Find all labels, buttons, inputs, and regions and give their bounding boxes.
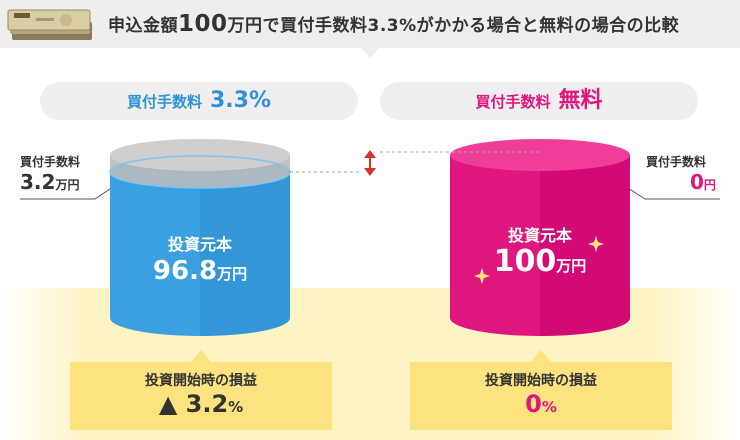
right-fee-value-group: 0円: [690, 170, 716, 194]
banknotes-icon: [7, 9, 92, 40]
right-fee-value: 0: [690, 170, 704, 194]
right-principal-label: 投資元本: [507, 226, 572, 245]
left-principal-label: 投資元本: [167, 235, 232, 254]
header-bar: [0, 0, 740, 48]
left-result-unit: %: [228, 398, 244, 416]
left-result-title: 投資開始時の損益: [145, 373, 257, 389]
sparkle-icon: [474, 236, 604, 284]
right-pill-label: 買付手数料: [475, 93, 551, 111]
left-result-value-group: ▲ 3.2%: [70, 390, 332, 418]
left-principal-unit: 万円: [217, 265, 248, 283]
right-pill-value: 無料: [558, 88, 603, 113]
left-fee-value-group: 3.2万円: [20, 170, 79, 194]
right-principal-value-group: 100万円: [450, 244, 630, 279]
left-result-pointer: [191, 350, 211, 362]
right-column-header: 買付手数料 無料: [380, 82, 698, 120]
difference-arrow-icon: [364, 150, 376, 176]
right-result-title: 投資開始時の損益: [485, 373, 597, 389]
left-cylinder: [109, 139, 291, 336]
header-title: 申込金額100万円で買付手数料3.3%がかかる場合と無料の場合の比較: [108, 6, 679, 42]
left-result-value: ▲ 3.2: [158, 390, 229, 418]
header-title-amount: 100: [178, 11, 228, 37]
left-pill-value: 3.3%: [210, 88, 272, 113]
left-principal-value: 96.8: [152, 256, 218, 286]
header-title-part1: 申込金額: [108, 16, 178, 36]
right-fee-title: 買付手数料: [646, 155, 707, 169]
left-principal-value-group: 96.8万円: [110, 256, 290, 286]
left-result-box: 投資開始時の損益 ▲ 3.2%: [70, 362, 332, 430]
left-fee-title: 買付手数料: [20, 155, 81, 169]
right-result-value: 0: [525, 390, 542, 418]
left-fee-value: 3.2: [20, 170, 56, 194]
right-result-unit: %: [541, 398, 557, 416]
right-result-box: 投資開始時の損益 0%: [410, 362, 672, 430]
right-cylinder: [450, 139, 630, 336]
left-fee-unit: 万円: [55, 178, 80, 192]
right-result-value-group: 0%: [410, 390, 672, 418]
header-pointer: [361, 48, 379, 58]
header-title-part2: 万円で買付手数料3.3%がかかる場合と無料の場合の比較: [227, 16, 680, 36]
left-column-header: 買付手数料 3.3%: [40, 82, 358, 120]
left-pill-label: 買付手数料: [126, 93, 202, 111]
right-principal-unit: 万円: [556, 257, 587, 275]
right-principal-value: 100: [493, 244, 557, 279]
right-fee-unit: 円: [703, 178, 716, 192]
right-result-pointer: [531, 350, 551, 362]
